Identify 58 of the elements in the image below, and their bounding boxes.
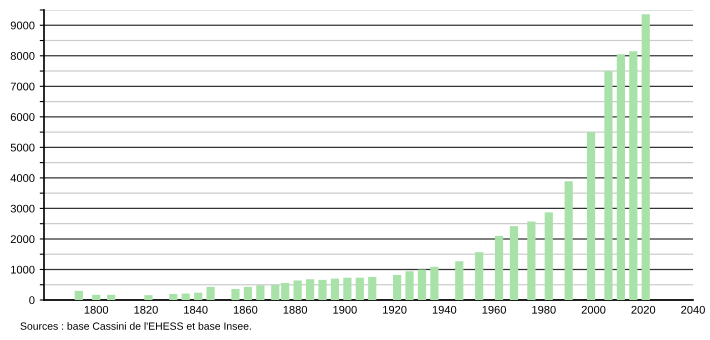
y-tick-label: 8000 [10,52,35,60]
x-tick-label: 1960 [482,306,506,314]
x-tick-label: 1940 [432,306,456,314]
y-tick-label: 7000 [10,82,35,90]
x-tick-label: 1820 [134,306,158,314]
y-tick-label: 1000 [11,266,35,274]
y-tick-label: 5000 [10,144,35,152]
bar [306,279,314,300]
bar [527,222,536,300]
bar [330,278,340,300]
y-tick-label: 2000 [10,235,35,244]
bar [494,236,504,300]
bar [604,71,613,300]
bar [318,280,327,300]
bar [586,132,596,300]
bar [107,294,116,300]
y-tick-label: 4000 [10,174,35,182]
bar [206,286,215,300]
x-tick-label: 1800 [84,306,108,314]
bar [144,295,153,300]
bar [475,252,484,300]
bar [392,274,402,300]
bar [343,278,352,300]
bar [74,290,83,300]
bar [294,280,302,300]
bar [194,292,202,300]
x-tick-label: 2040 [681,306,705,314]
y-tick-label: 6000 [10,113,35,121]
bar [629,51,638,300]
bar [256,286,264,300]
bar [182,294,190,300]
x-tick-label: 1900 [333,306,357,314]
x-tick-label: 1860 [234,306,258,314]
x-tick-label: 1920 [383,306,407,314]
x-tick-label: 2000 [582,306,606,314]
x-tick-label: 1840 [184,306,208,314]
bar [430,266,438,300]
bar [510,226,518,300]
bar [564,181,573,300]
bar [169,294,178,300]
x-tick-label: 1980 [532,306,556,314]
x-tick-label: 1880 [284,306,308,314]
y-tick-label: 3000 [10,204,35,213]
bar [244,286,252,300]
bar [616,54,625,300]
bar [405,271,414,300]
x-tick-label: 2020 [631,306,656,314]
bar [418,269,426,300]
bar [642,14,650,300]
y-tick-label: 9000 [10,22,35,30]
source-note: Sources : base Cassini de l'EHESS et base Insee. [20,322,251,330]
bar [368,276,376,300]
bar [544,212,553,300]
bar [231,289,240,300]
bar [92,294,100,300]
bar [455,261,464,300]
bar [356,278,364,300]
y-tick-label: 0 [29,296,35,304]
